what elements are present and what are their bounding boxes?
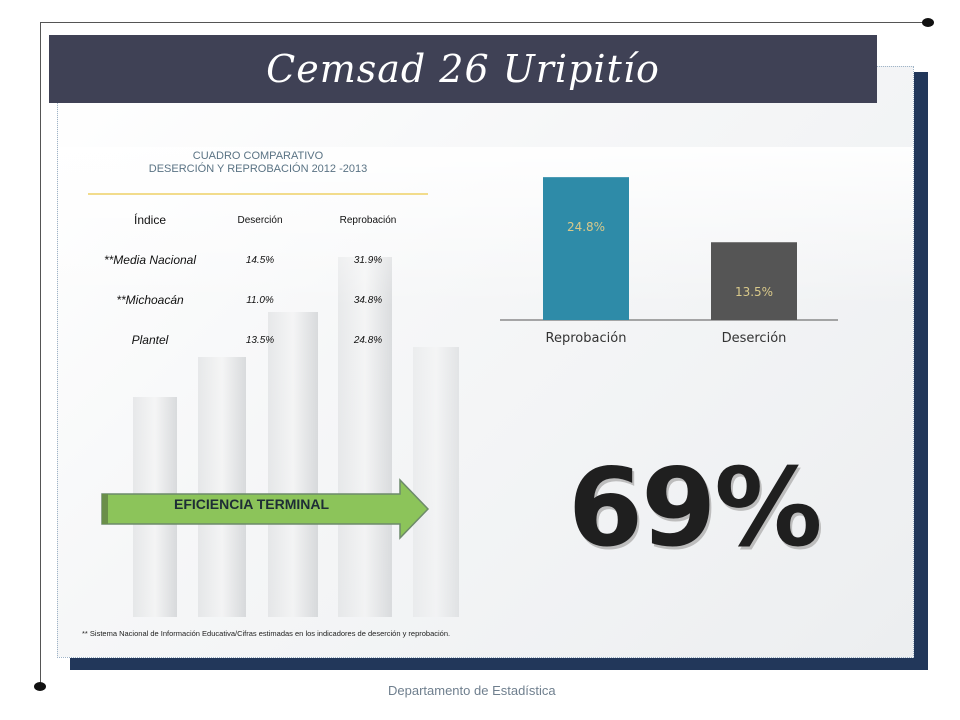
bar-value-label: 24.8% bbox=[567, 220, 605, 234]
header-indice: Índice bbox=[133, 213, 167, 227]
bar-chart: 24.8% Reprobación 13.5% Deserción bbox=[500, 177, 838, 346]
row-reprobacion: 34.8% bbox=[353, 294, 383, 306]
row-name: **Michoacán bbox=[116, 293, 184, 307]
bar-desercion bbox=[711, 242, 797, 320]
frame-left-line bbox=[40, 22, 41, 686]
table-header-row: Índice Deserción Reprobación bbox=[88, 200, 428, 240]
comparison-table: Índice Deserción Reprobación **Media Nac… bbox=[88, 200, 428, 360]
big-percentage: 69% bbox=[568, 446, 823, 571]
eficiencia-terminal-label: EFICIENCIA TERMINAL bbox=[174, 496, 330, 512]
table-title: CUADRO COMPARATIVO DESERCIÓN Y REPROBACI… bbox=[90, 150, 426, 176]
arrow-shape bbox=[101, 478, 430, 540]
row-name: Plantel bbox=[131, 333, 169, 347]
footer-department: Departamento de Estadística bbox=[388, 683, 556, 698]
row-reprobacion: 31.9% bbox=[353, 254, 383, 266]
row-desercion: 14.5% bbox=[245, 254, 275, 266]
frame-dot-top-right bbox=[922, 18, 934, 27]
row-desercion: 11.0% bbox=[246, 294, 274, 306]
category-label: Reprobación bbox=[546, 331, 627, 346]
table-row: **Michoacán 11.0% 34.8% bbox=[88, 280, 428, 320]
header-reprobacion: Reprobación bbox=[339, 214, 397, 226]
row-reprobacion: 24.8% bbox=[353, 334, 383, 346]
frame-dot-bottom-left bbox=[34, 682, 46, 691]
header-desercion: Deserción bbox=[237, 214, 283, 226]
table-title-line2: DESERCIÓN Y REPROBACIÓN 2012 -2013 bbox=[148, 163, 368, 175]
background-bars-graphic bbox=[58, 147, 913, 617]
category-label: Deserción bbox=[722, 331, 787, 346]
row-name: **Media Nacional bbox=[103, 253, 197, 267]
bar-reprobacion bbox=[543, 177, 629, 320]
title-bar: Cemsad 26 Uripitío bbox=[49, 35, 877, 103]
table-title-line1: CUADRO COMPARATIVO bbox=[192, 150, 324, 162]
frame-top-line bbox=[40, 22, 928, 23]
footnote: ** Sistema Nacional de Información Educa… bbox=[82, 629, 451, 638]
table-title-rule bbox=[88, 193, 428, 195]
slide-title: Cemsad 26 Uripitío bbox=[266, 47, 660, 91]
table-row: Plantel 13.5% 24.8% bbox=[88, 320, 428, 360]
row-desercion: 13.5% bbox=[245, 334, 275, 346]
slide-panel bbox=[57, 66, 914, 658]
bar-value-label: 13.5% bbox=[735, 285, 773, 299]
table-row: **Media Nacional 14.5% 31.9% bbox=[88, 240, 428, 280]
